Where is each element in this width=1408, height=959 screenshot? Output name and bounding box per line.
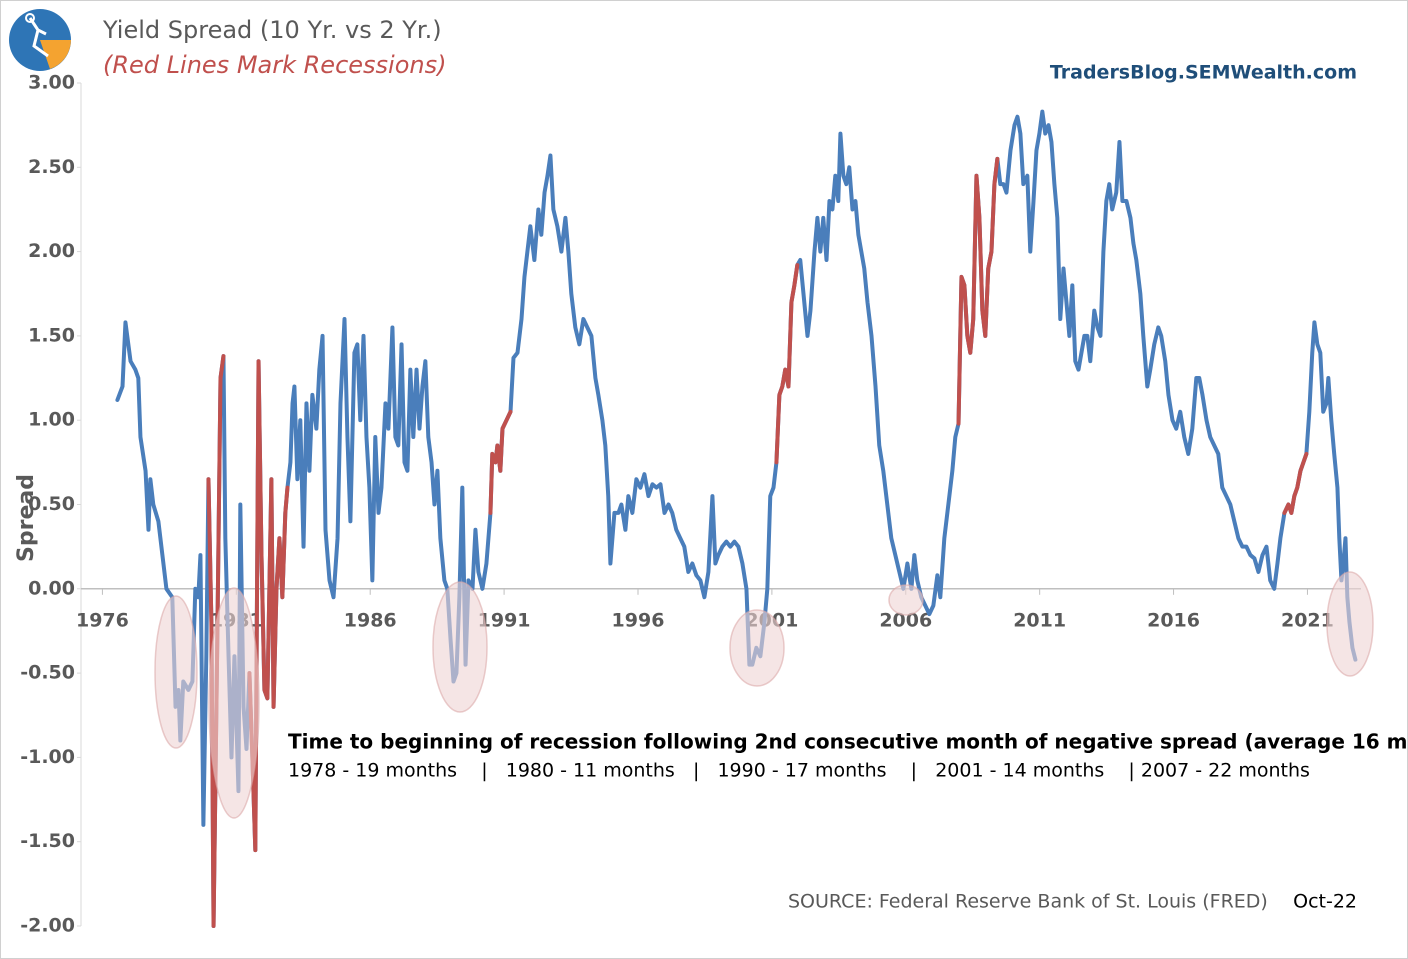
plot-area: -2.00 -1.50 -1.00 -0.50 0.00 0.50 1.00 1.50 2.00… — [20, 72, 1361, 937]
date: Oct-22 — [1293, 891, 1357, 913]
chart-title: Yield Spread (10 Yr. vs 2 Yr.) — [102, 16, 442, 44]
source: SOURCE: Federal Reserve Bank of St. Loui… — [788, 891, 1268, 913]
x-tick-label: 1986 — [344, 609, 397, 631]
y-tick-label: -1.50 — [20, 830, 75, 852]
logo — [9, 9, 71, 71]
inversion-highlights — [154, 571, 1374, 819]
y-axis-label: Spread — [14, 474, 39, 562]
x-tick-label: 2006 — [879, 609, 932, 631]
y-tick-label: -2.00 — [20, 915, 75, 937]
y-tick-label: 1.00 — [28, 409, 75, 431]
x-tick-label: 1976 — [76, 609, 129, 631]
x-tick-label: 2011 — [1013, 609, 1066, 631]
x-tick-label: 1996 — [612, 609, 665, 631]
annotation-text: 1978 - 19 months | 1980 - 11 months | 19… — [288, 760, 1310, 782]
y-tick-label: 0.00 — [28, 577, 75, 599]
x-tick-label: 1991 — [478, 609, 531, 631]
series-line — [956, 156, 1000, 426]
y-tick-label: 3.00 — [28, 72, 75, 94]
series-line — [115, 109, 1358, 928]
x-tick-label: 2016 — [1147, 609, 1200, 631]
annotation-title: Time to beginning of recession following… — [288, 730, 1408, 754]
website: TradersBlog.SEMWealth.com — [1050, 62, 1357, 84]
y-tick-label: 1.50 — [28, 324, 75, 346]
x-tick-label: 2021 — [1281, 609, 1334, 631]
series-line — [774, 263, 800, 465]
series-line — [488, 409, 513, 515]
chart-subtitle: (Red Lines Mark Recessions) — [103, 51, 446, 79]
y-tick-label: 2.00 — [28, 240, 75, 262]
y-tick-label: -1.00 — [20, 746, 75, 768]
y-tick-label: 2.50 — [28, 156, 75, 178]
series-line — [1282, 451, 1309, 515]
y-tick-label: -0.50 — [20, 662, 75, 684]
y-tick-label: 0.50 — [28, 493, 75, 515]
series-line — [247, 359, 290, 853]
